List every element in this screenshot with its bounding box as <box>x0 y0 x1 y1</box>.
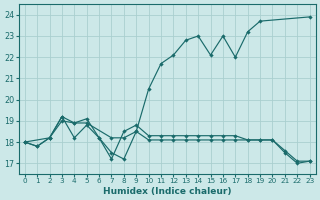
X-axis label: Humidex (Indice chaleur): Humidex (Indice chaleur) <box>103 187 231 196</box>
